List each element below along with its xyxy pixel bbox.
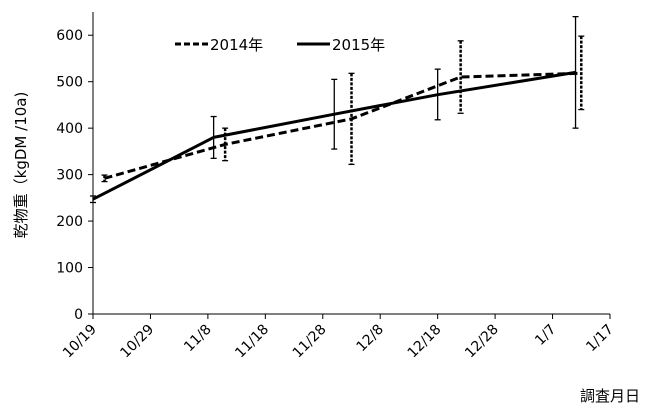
axes: [92, 12, 610, 315]
y-tick-label: 100: [56, 261, 83, 277]
x-tick-label: 12/8: [353, 322, 387, 356]
x-tick-label: 1/17: [583, 322, 617, 356]
y-tick-label: 500: [56, 75, 83, 91]
y-tick-label: 0: [74, 307, 83, 323]
legend-label-2015: 2015年: [332, 36, 385, 54]
x-axis-title: 調査月日: [580, 387, 640, 405]
y-tick-label: 600: [56, 28, 83, 44]
y-axis-title: 乾物重（kgDM /10a): [12, 92, 30, 239]
y-tick-label: 300: [56, 168, 83, 184]
legend-label-2014: 2014年: [210, 36, 263, 54]
series-group: [90, 15, 585, 204]
x-tick-label: 11/28: [290, 322, 330, 362]
y-tick-label: 200: [56, 214, 83, 230]
legend: 2014年 2015年: [175, 36, 385, 54]
series-0: [101, 35, 585, 183]
x-tick-label: 11/18: [232, 322, 272, 362]
x-tick-label: 12/28: [462, 322, 502, 362]
x-tick-label: 10/19: [60, 322, 100, 362]
x-ticks: 10/19 10/29 11/8 11/18 11/28 12/8 12/18 12/28 1/…: [60, 314, 617, 361]
x-tick-label: 10/29: [117, 322, 157, 362]
y-ticks: 0 100 200 300 400 500 600: [56, 28, 93, 323]
y-tick-label: 400: [56, 121, 83, 137]
x-tick-label: 12/18: [405, 322, 445, 362]
series-line: [92, 70, 576, 201]
series-line: [104, 71, 582, 180]
series-1: [90, 15, 579, 204]
x-tick-label: 11/8: [181, 322, 215, 356]
x-tick-label: 1/7: [532, 322, 559, 349]
